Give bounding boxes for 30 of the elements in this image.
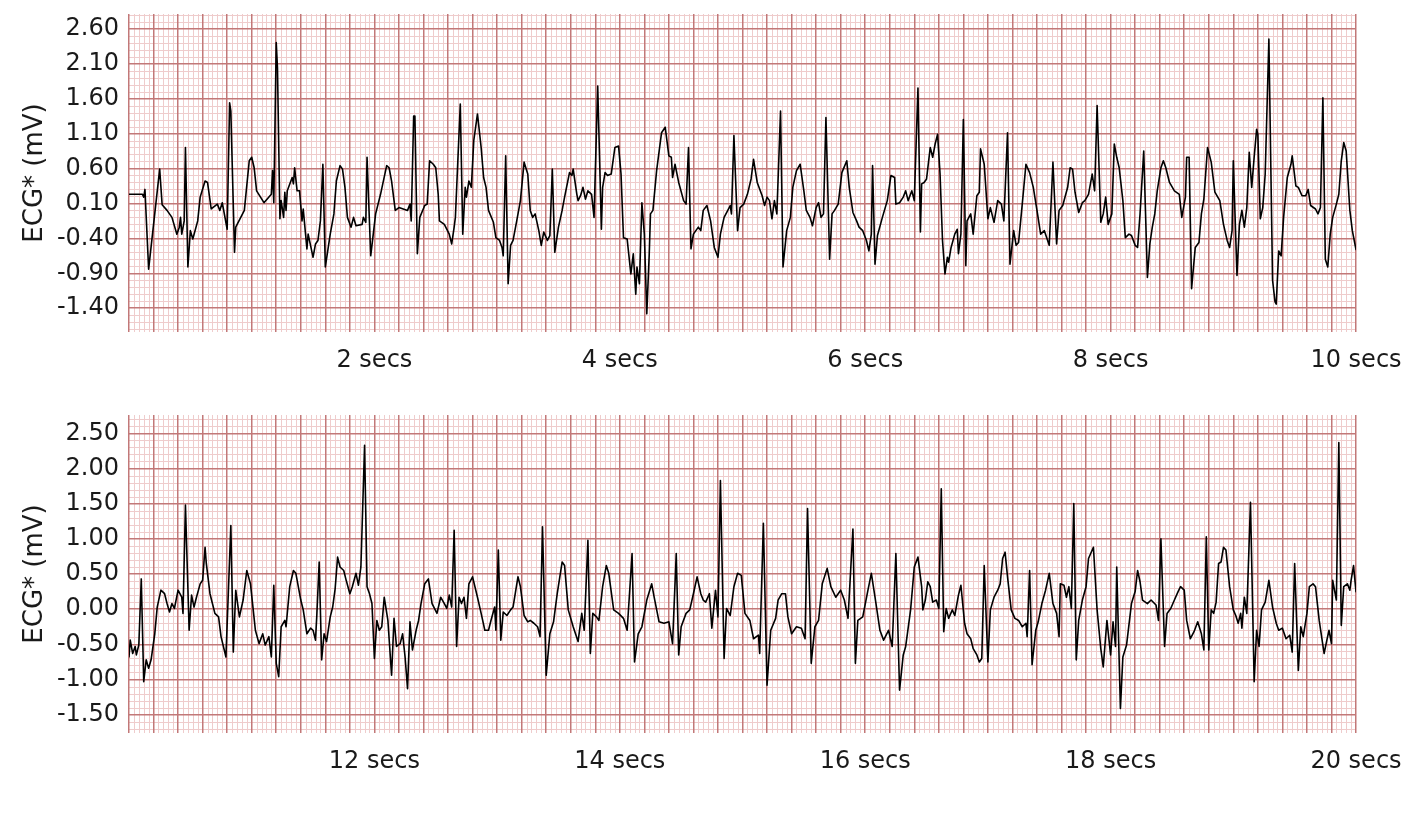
x-tick-label: 6 secs [827,344,904,373]
y-tick-label: 2.50 [65,417,119,446]
x-tick-label: 20 secs [1310,745,1402,774]
y-tick-label: 0.60 [65,152,119,181]
y-tick-label: 0.50 [65,558,119,587]
y-tick-label: -1.50 [56,698,119,727]
x-tick-label: 4 secs [581,344,658,373]
x-tick-label: 16 secs [819,745,911,774]
y-tick-label: 2.10 [65,47,119,76]
y-axis-title: ECG* (mV) [18,103,49,243]
y-tick-label: 1.60 [65,82,119,111]
y-tick-label: -1.40 [56,292,119,321]
y-tick-label: -0.90 [56,257,119,286]
x-tick-label: 2 secs [336,344,413,373]
x-tick-label: 10 secs [1310,344,1402,373]
y-tick-label: 1.50 [65,487,119,516]
y-tick-label: 1.10 [65,117,119,146]
y-tick-label: -1.00 [56,663,119,692]
y-tick-label: -0.50 [56,628,119,657]
y-axis-title: ECG* (mV) [18,504,49,644]
y-tick-label: 0.00 [65,593,119,622]
y-tick-label: 1.00 [65,523,119,552]
y-tick-label: 2.60 [65,12,119,41]
x-tick-label: 14 secs [574,745,666,774]
y-tick-label: 2.00 [65,452,119,481]
y-tick-label: -0.40 [56,222,119,251]
x-tick-label: 8 secs [1072,344,1149,373]
x-tick-label: 12 secs [328,745,420,774]
y-tick-label: 0.10 [65,187,119,216]
x-tick-label: 18 secs [1065,745,1157,774]
